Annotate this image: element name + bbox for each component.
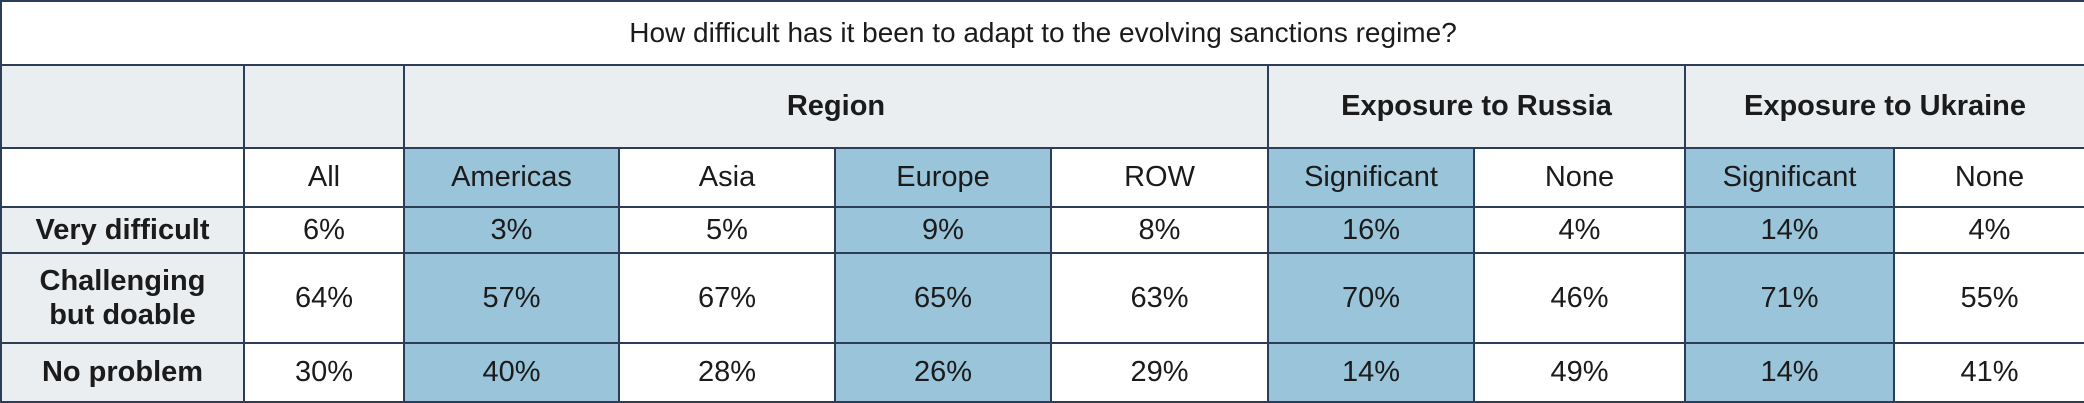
data-cell: 46% [1473,252,1686,344]
row-label: Very difficult [0,206,245,254]
column-header: Asia [618,147,836,208]
data-cell: 3% [403,206,620,254]
data-cell: 6% [243,206,405,254]
data-cell: 71% [1684,252,1895,344]
column-header: ROW [1050,147,1269,208]
column-header: Significant [1267,147,1475,208]
table-row: No problem 30% 40% 28% 26% 29% 14% 49% 14% 41% [0,342,2084,403]
data-cell: 70% [1267,252,1475,344]
data-cell: 16% [1267,206,1475,254]
table-row: Challenging but doable 64% 57% 67% 65% 63% 70%… [0,252,2084,344]
corner-cell [0,64,245,149]
data-cell: 40% [403,342,620,403]
data-cell: 55% [1893,252,2084,344]
column-header: Significant [1684,147,1895,208]
group-header [243,64,405,149]
table-title: How difficult has it been to adapt to th… [0,0,2084,66]
data-cell: 30% [243,342,405,403]
column-header: Americas [403,147,620,208]
data-cell: 5% [618,206,836,254]
data-cell: 9% [834,206,1052,254]
data-cell: 4% [1893,206,2084,254]
column-header: None [1473,147,1686,208]
row-label: Challenging but doable [0,252,245,344]
column-header: None [1893,147,2084,208]
data-cell: 14% [1684,206,1895,254]
data-cell: 26% [834,342,1052,403]
column-header-corner [0,147,245,208]
data-cell: 63% [1050,252,1269,344]
data-cell: 67% [618,252,836,344]
group-header: Region [403,64,1269,149]
group-header: Exposure to Russia [1267,64,1686,149]
data-cell: 28% [618,342,836,403]
data-cell: 49% [1473,342,1686,403]
group-header: Exposure to Ukraine [1684,64,2084,149]
data-cell: 57% [403,252,620,344]
column-header: All [243,147,405,208]
column-header: Europe [834,147,1052,208]
data-cell: 41% [1893,342,2084,403]
data-cell: 14% [1684,342,1895,403]
row-label: No problem [0,342,245,403]
data-cell: 4% [1473,206,1686,254]
table-row: Very difficult 6% 3% 5% 9% 8% 16% 4% 14% 4% [0,206,2084,254]
data-cell: 8% [1050,206,1269,254]
data-cell: 14% [1267,342,1475,403]
data-cell: 64% [243,252,405,344]
data-cell: 65% [834,252,1052,344]
data-cell: 29% [1050,342,1269,403]
